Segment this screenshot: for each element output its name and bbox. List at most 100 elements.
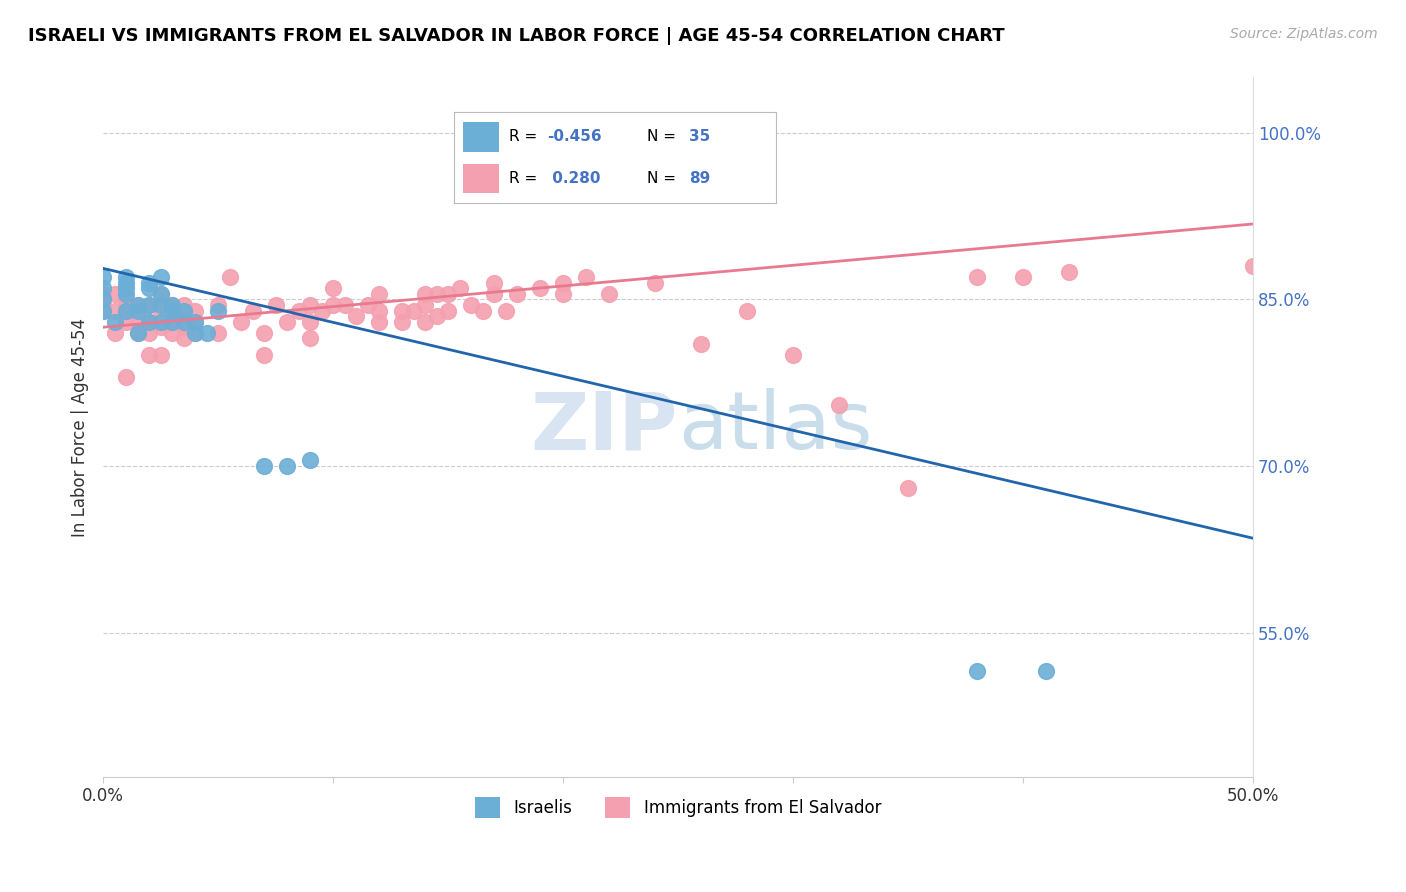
Point <box>160 303 183 318</box>
Point <box>276 458 298 473</box>
Point <box>299 453 322 467</box>
Point <box>149 315 172 329</box>
Point <box>104 315 127 329</box>
Point <box>115 281 138 295</box>
Point <box>391 303 413 318</box>
Point <box>1057 265 1080 279</box>
Point <box>127 326 149 340</box>
Point <box>173 320 195 334</box>
Point <box>149 270 172 285</box>
Point <box>138 281 160 295</box>
Point <box>966 665 988 679</box>
Point <box>299 331 322 345</box>
Point <box>207 298 229 312</box>
Point <box>229 315 252 329</box>
Point <box>333 298 356 312</box>
Point <box>368 303 391 318</box>
Point <box>644 276 666 290</box>
Point <box>1035 665 1057 679</box>
Point <box>160 315 183 329</box>
Y-axis label: In Labor Force | Age 45-54: In Labor Force | Age 45-54 <box>72 318 89 537</box>
Point <box>104 326 127 340</box>
Point <box>91 298 114 312</box>
Text: ISRAELI VS IMMIGRANTS FROM EL SALVADOR IN LABOR FORCE | AGE 45-54 CORRELATION CH: ISRAELI VS IMMIGRANTS FROM EL SALVADOR I… <box>28 27 1005 45</box>
Point <box>115 270 138 285</box>
Point <box>782 348 804 362</box>
Point <box>127 326 149 340</box>
Point <box>368 287 391 301</box>
Point <box>127 298 149 312</box>
Point <box>173 303 195 318</box>
Point <box>356 298 378 312</box>
Point <box>529 281 551 295</box>
Text: ZIP: ZIP <box>530 388 678 467</box>
Point <box>91 303 114 318</box>
Point <box>104 303 127 318</box>
Point <box>495 303 517 318</box>
Point <box>138 276 160 290</box>
Point <box>344 309 367 323</box>
Point <box>149 298 172 312</box>
Point <box>127 315 149 329</box>
Point <box>551 287 574 301</box>
Point <box>160 326 183 340</box>
Point <box>322 298 344 312</box>
Point <box>149 309 172 323</box>
Point <box>253 458 276 473</box>
Point <box>471 303 494 318</box>
Point <box>127 298 149 312</box>
Point <box>160 303 183 318</box>
Point <box>115 287 138 301</box>
Point <box>184 315 207 329</box>
Point <box>1241 259 1264 273</box>
Point <box>966 270 988 285</box>
Point <box>449 281 471 295</box>
Point <box>115 298 138 312</box>
Point <box>299 315 322 329</box>
Point <box>160 298 183 312</box>
Point <box>184 315 207 329</box>
Point <box>160 298 183 312</box>
Point <box>391 315 413 329</box>
Point <box>242 303 264 318</box>
Point <box>299 298 322 312</box>
Point <box>138 315 160 329</box>
Text: Source: ZipAtlas.com: Source: ZipAtlas.com <box>1230 27 1378 41</box>
Point <box>173 298 195 312</box>
Point <box>184 326 207 340</box>
Point <box>735 303 758 318</box>
Point <box>138 298 160 312</box>
Point <box>138 315 160 329</box>
Point <box>173 315 195 329</box>
Point <box>91 281 114 295</box>
Point <box>253 348 276 362</box>
Point <box>425 287 447 301</box>
Point <box>149 287 172 301</box>
Point <box>897 481 920 495</box>
Point <box>138 298 160 312</box>
Point <box>311 303 333 318</box>
Point <box>127 303 149 318</box>
Point <box>287 303 309 318</box>
Point <box>91 287 114 301</box>
Point <box>413 298 436 312</box>
Point <box>195 326 218 340</box>
Point <box>149 287 172 301</box>
Point <box>218 270 240 285</box>
Point <box>690 337 713 351</box>
Point <box>413 287 436 301</box>
Point <box>482 276 505 290</box>
Point <box>115 293 138 307</box>
Point <box>91 270 114 285</box>
Point <box>506 287 529 301</box>
Point <box>160 315 183 329</box>
Point <box>149 348 172 362</box>
Point <box>482 287 505 301</box>
Point <box>115 303 138 318</box>
Point <box>264 298 287 312</box>
Point <box>184 326 207 340</box>
Point <box>276 315 298 329</box>
Point <box>115 303 138 318</box>
Point <box>460 298 482 312</box>
Point <box>551 276 574 290</box>
